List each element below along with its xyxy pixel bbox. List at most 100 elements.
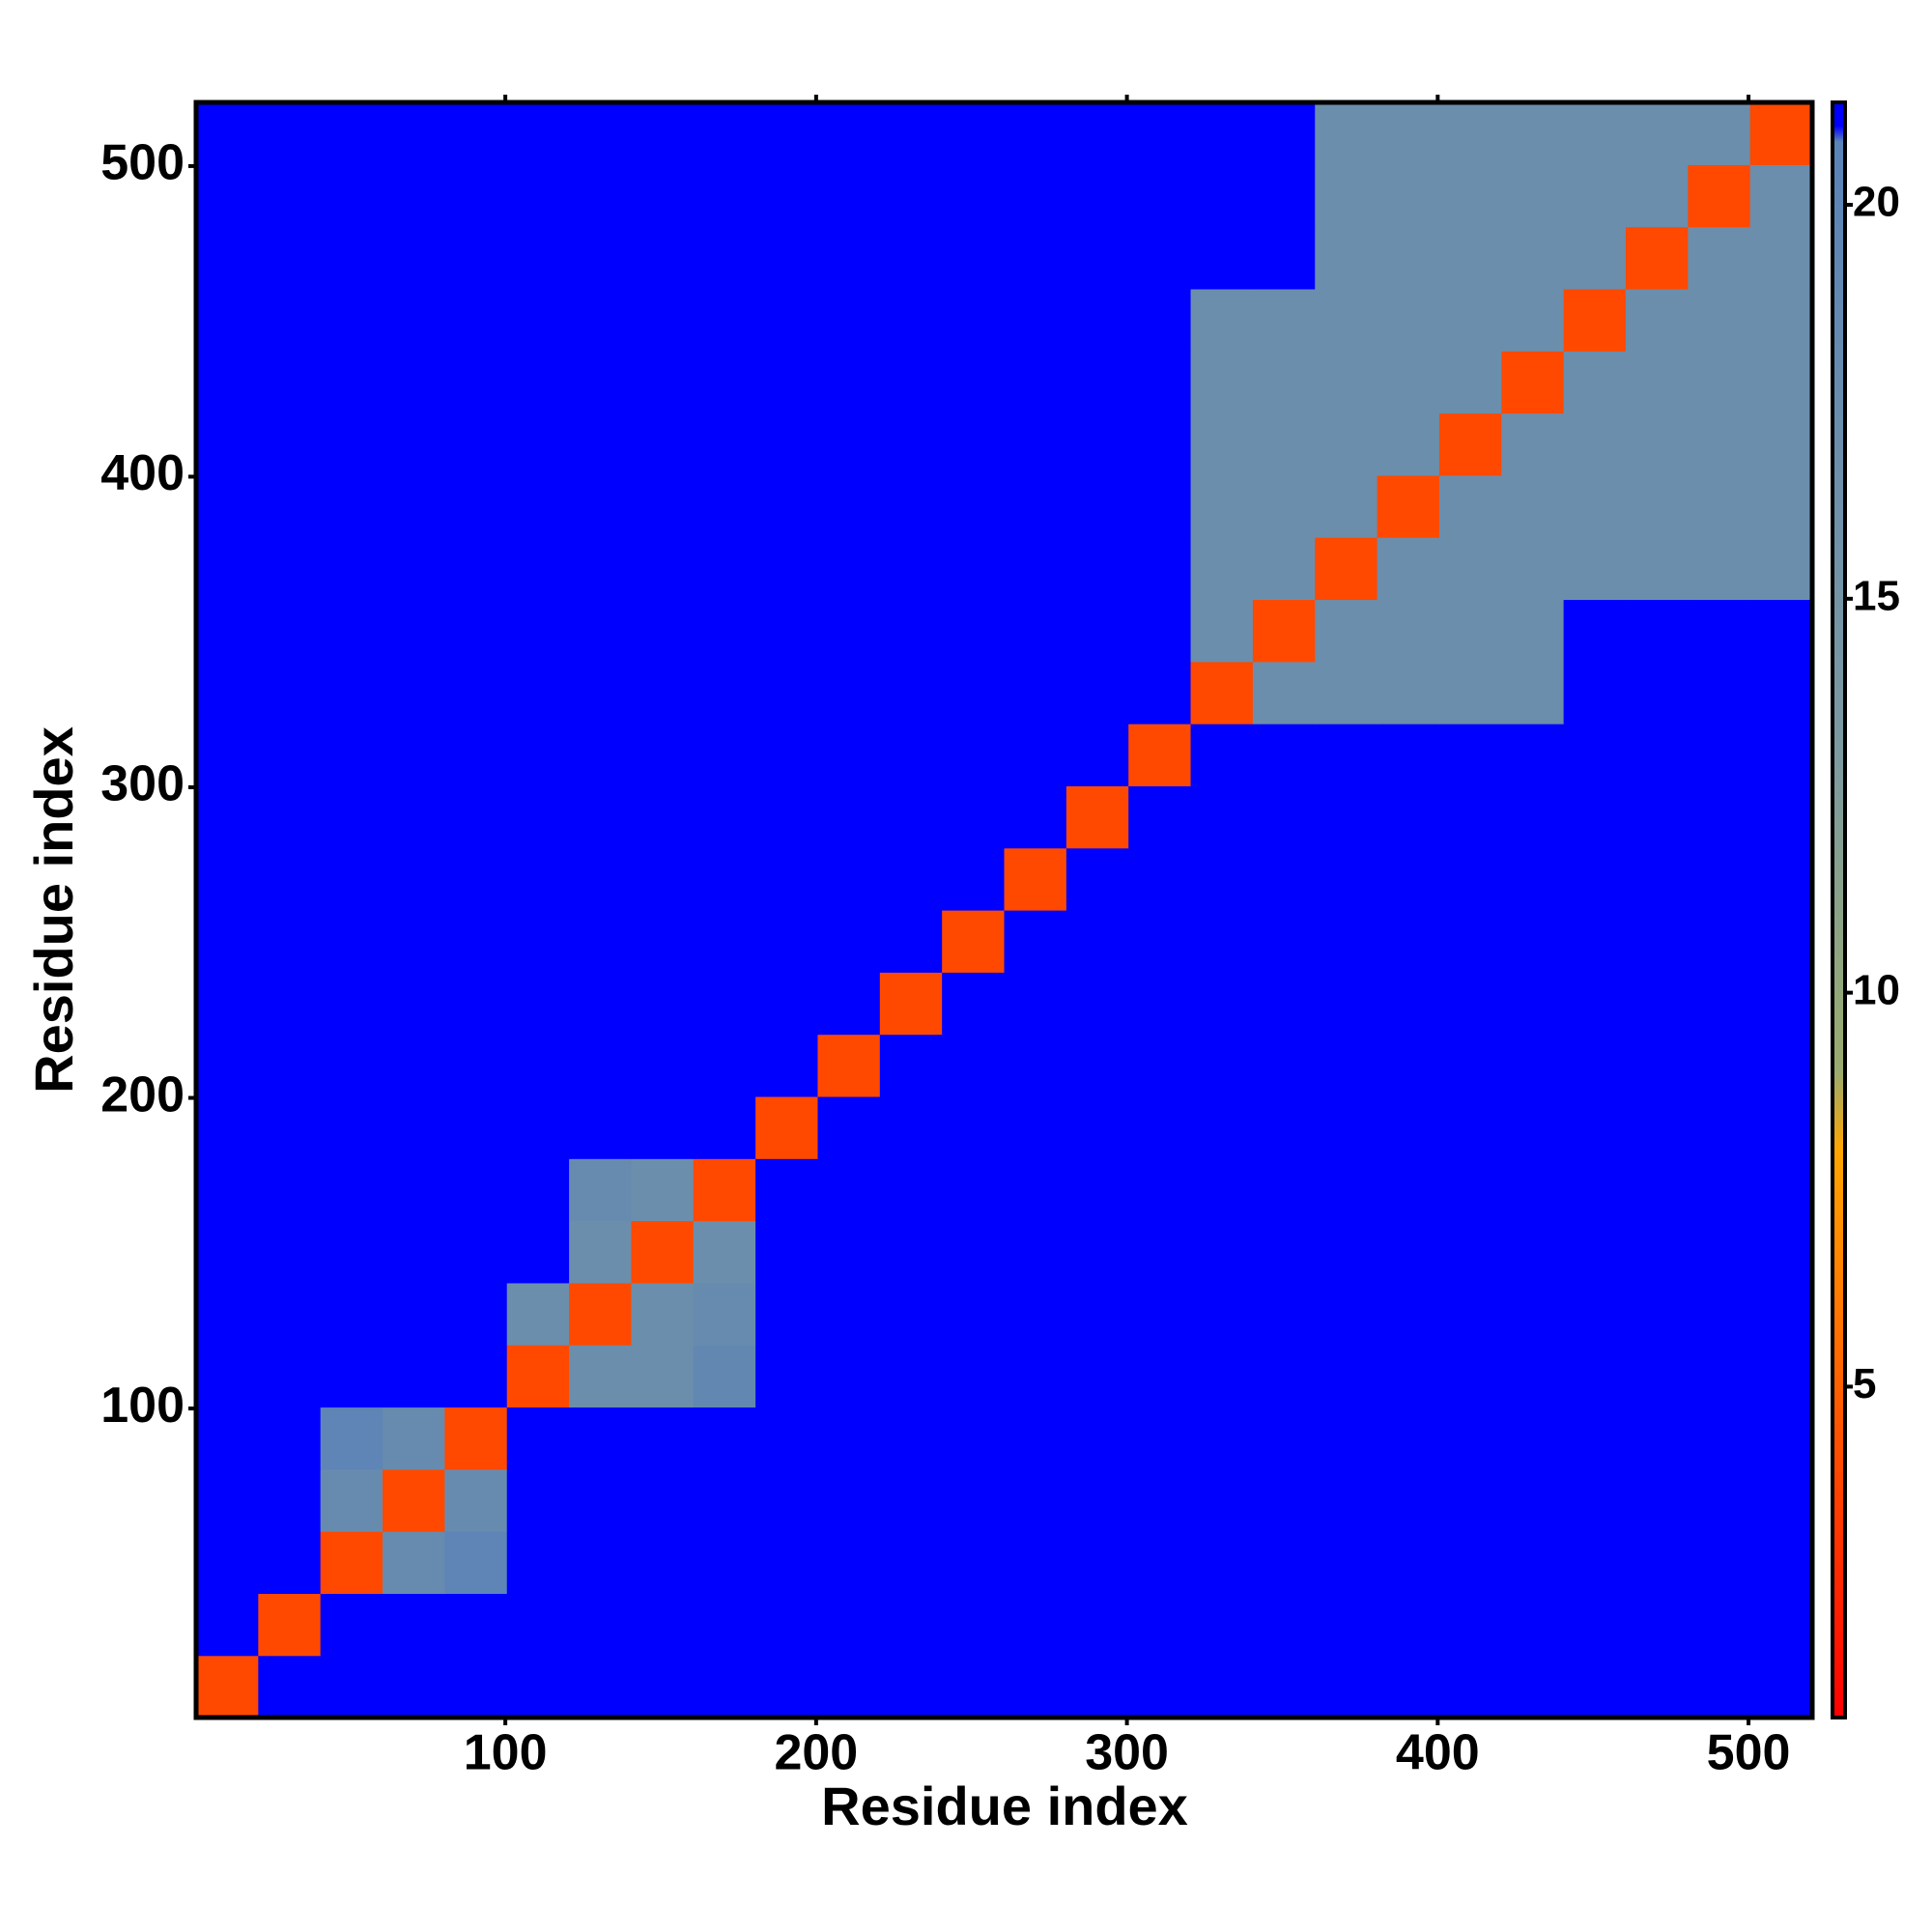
heat-cell xyxy=(1377,910,1440,973)
heat-cell xyxy=(942,785,1006,849)
heat-cell xyxy=(631,1034,695,1097)
heat-cell xyxy=(693,972,756,1036)
heat-cell xyxy=(1190,1468,1254,1532)
heat-cell xyxy=(879,1158,943,1222)
heat-cell xyxy=(1128,1158,1192,1222)
heat-cell xyxy=(1749,537,1813,601)
heat-cell xyxy=(258,1220,322,1284)
heat-cell xyxy=(755,102,819,165)
heat-cell xyxy=(506,1158,570,1222)
heat-cell xyxy=(879,847,943,911)
heat-cell xyxy=(755,910,819,973)
heat-cell xyxy=(1438,351,1502,414)
heat-cell xyxy=(1252,1345,1316,1408)
heat-cell xyxy=(1438,599,1502,663)
heat-cell xyxy=(569,1345,633,1408)
heat-cell xyxy=(383,972,445,1036)
heat-cell xyxy=(444,1034,508,1097)
heat-cell xyxy=(1065,1531,1129,1594)
heat-cell xyxy=(1190,847,1254,911)
heat-cell xyxy=(1252,1282,1316,1346)
heat-cell xyxy=(631,351,695,414)
heat-cell xyxy=(942,412,1006,476)
heat-cell xyxy=(444,972,508,1036)
heat-cell xyxy=(1688,661,1751,724)
heat-cell xyxy=(817,599,881,663)
heat-cell xyxy=(879,599,943,663)
heat-cell xyxy=(1749,288,1813,352)
heat-cell xyxy=(817,1158,881,1222)
heat-cell xyxy=(1438,785,1502,849)
heat-cell xyxy=(1563,785,1627,849)
heat-cell xyxy=(1749,599,1813,663)
heat-cell xyxy=(1438,910,1502,973)
heat-cell xyxy=(1377,474,1440,538)
heat-cell xyxy=(1625,1158,1689,1222)
heat-cell xyxy=(258,1655,322,1719)
heat-cell xyxy=(1438,1593,1502,1657)
heat-cell xyxy=(1190,102,1254,165)
heat-cell xyxy=(817,1095,881,1159)
heat-cell xyxy=(1377,661,1440,724)
heat-cell xyxy=(1004,102,1067,165)
heat-cell xyxy=(320,1158,384,1222)
heat-cell xyxy=(631,1345,695,1408)
heat-cell xyxy=(196,1406,259,1470)
heat-cell xyxy=(693,537,756,601)
heat-cell xyxy=(1749,1468,1813,1532)
heat-cell xyxy=(817,351,881,414)
heat-cell xyxy=(569,1468,633,1532)
heat-cell xyxy=(879,351,943,414)
heat-cell xyxy=(383,164,445,228)
heat-cell xyxy=(320,1345,384,1408)
heat-cell xyxy=(693,1406,756,1470)
heat-cell xyxy=(1252,1655,1316,1719)
heat-cell xyxy=(320,164,384,228)
heat-cell xyxy=(1190,164,1254,228)
heat-cell xyxy=(506,1220,570,1284)
heat-cell xyxy=(196,1282,259,1346)
heat-cell xyxy=(1625,412,1689,476)
heat-cell xyxy=(631,288,695,352)
heat-cell xyxy=(1688,724,1751,786)
heat-cell xyxy=(196,474,259,538)
heat-cell xyxy=(693,1655,756,1719)
heat-cell xyxy=(506,226,570,290)
heat-cell xyxy=(879,1406,943,1470)
heat-cell xyxy=(1190,226,1254,290)
heat-cell xyxy=(196,164,259,228)
heat-cell xyxy=(1252,972,1316,1036)
heat-cell xyxy=(1625,164,1689,228)
heat-cell xyxy=(320,351,384,414)
heat-cell xyxy=(506,910,570,973)
heat-cell xyxy=(1563,1095,1627,1159)
heat-cell xyxy=(1004,1531,1067,1594)
heat-cell xyxy=(1438,1345,1502,1408)
heat-cell xyxy=(1252,1158,1316,1222)
heat-cell xyxy=(1315,661,1378,724)
colorbar xyxy=(1831,100,1847,1719)
heat-cell xyxy=(1501,351,1565,414)
heat-cell xyxy=(1625,1593,1689,1657)
heat-cell xyxy=(1501,599,1565,663)
heat-cell xyxy=(755,1095,819,1159)
heat-cell xyxy=(1128,910,1192,973)
heat-cell xyxy=(196,1593,259,1657)
heat-cell xyxy=(1190,1220,1254,1284)
heat-cell xyxy=(320,537,384,601)
heat-cell xyxy=(1190,910,1254,973)
heat-cell xyxy=(817,474,881,538)
heat-cell xyxy=(1688,102,1751,165)
heat-cell xyxy=(320,785,384,849)
heat-cell xyxy=(1315,1655,1378,1719)
heat-cell xyxy=(1190,972,1254,1036)
heat-cell xyxy=(444,910,508,973)
heat-cell xyxy=(383,1406,445,1470)
heat-cell xyxy=(631,1158,695,1222)
heat-cell xyxy=(506,1095,570,1159)
heat-cell xyxy=(258,847,322,911)
heat-cell xyxy=(879,1220,943,1284)
heat-cell xyxy=(1252,661,1316,724)
heat-cell xyxy=(506,847,570,911)
heat-cell xyxy=(1377,972,1440,1036)
